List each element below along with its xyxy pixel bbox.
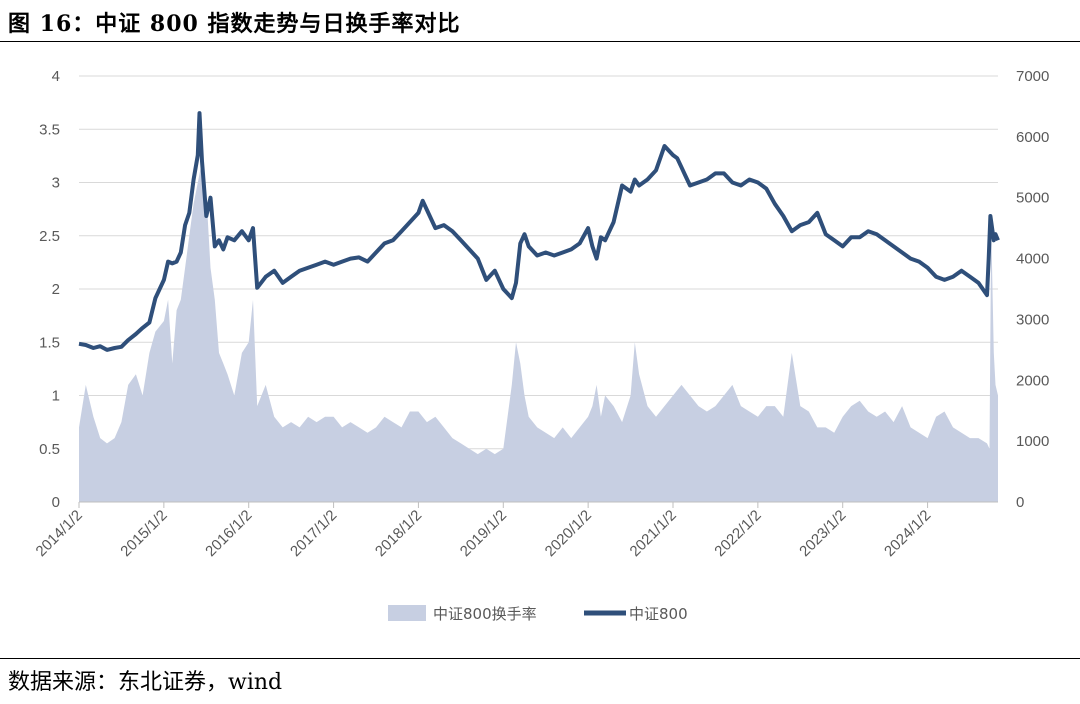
y-right-tick-label: 5000 (1016, 190, 1049, 207)
y-right-tick-label: 1000 (1016, 433, 1049, 450)
y-axis-left: 0 0.5 1 1.5 2 2.5 3 3.5 4 (39, 68, 60, 511)
y-left-tick-label: 4 (52, 68, 60, 85)
y-left-tick-label: 1.5 (39, 334, 60, 351)
x-axis: 2014/1/2 2015/1/2 2016/1/2 2017/1/2 2018/1/2… (33, 501, 998, 560)
x-tick-label: 2022/1/2 (711, 507, 764, 560)
figure-title: 图 16：中证 800 指数走势与日换手率对比 (8, 11, 461, 37)
y-right-tick-label: 3000 (1016, 311, 1049, 328)
x-tick-label: 2021/1/2 (627, 507, 680, 560)
y-right-tick-label: 7000 (1016, 68, 1049, 85)
x-tick-label: 2024/1/2 (881, 507, 934, 560)
x-tick-label: 2016/1/2 (202, 507, 255, 560)
y-left-tick-label: 0 (52, 494, 60, 511)
source-note: 数据来源：东北证券，wind (8, 670, 283, 695)
x-tick-label: 2019/1/2 (457, 507, 510, 560)
legend-label-index: 中证800 (629, 605, 688, 623)
y-right-tick-label: 2000 (1016, 372, 1049, 389)
x-tick-label: 2015/1/2 (117, 507, 170, 560)
x-tick-label: 2017/1/2 (287, 507, 340, 560)
legend-label-turnover: 中证800换手率 (433, 605, 537, 623)
chart: 0 0.5 1 1.5 2 2.5 3 3.5 4 0 1000 2000 3000 4000 5000 6… (33, 68, 1050, 623)
turnover-area (79, 161, 998, 502)
x-tick-label: 2020/1/2 (542, 507, 595, 560)
turnover-area-layer (79, 161, 998, 502)
y-left-tick-label: 2 (52, 281, 60, 298)
x-tick-label: 2018/1/2 (372, 507, 425, 560)
x-tick-label: 2023/1/2 (796, 507, 849, 560)
index-line-layer (78, 111, 1000, 352)
y-right-tick-label: 4000 (1016, 251, 1049, 268)
y-right-tick-label: 0 (1016, 494, 1024, 511)
index-line (78, 111, 1000, 352)
source-rule (0, 658, 1080, 659)
y-axis-right: 0 1000 2000 3000 4000 5000 6000 7000 (1016, 68, 1049, 511)
legend: 中证800换手率 中证800 (388, 605, 688, 623)
y-left-tick-label: 3 (52, 175, 60, 192)
y-left-tick-label: 3.5 (39, 121, 60, 138)
y-left-tick-label: 2.5 (39, 228, 60, 245)
x-tick-label: 2014/1/2 (33, 507, 86, 560)
legend-swatch-turnover (388, 605, 426, 621)
y-left-tick-label: 1 (52, 388, 60, 405)
y-left-tick-label: 0.5 (39, 441, 60, 458)
y-right-tick-label: 6000 (1016, 129, 1049, 146)
title-rule (0, 41, 1080, 42)
